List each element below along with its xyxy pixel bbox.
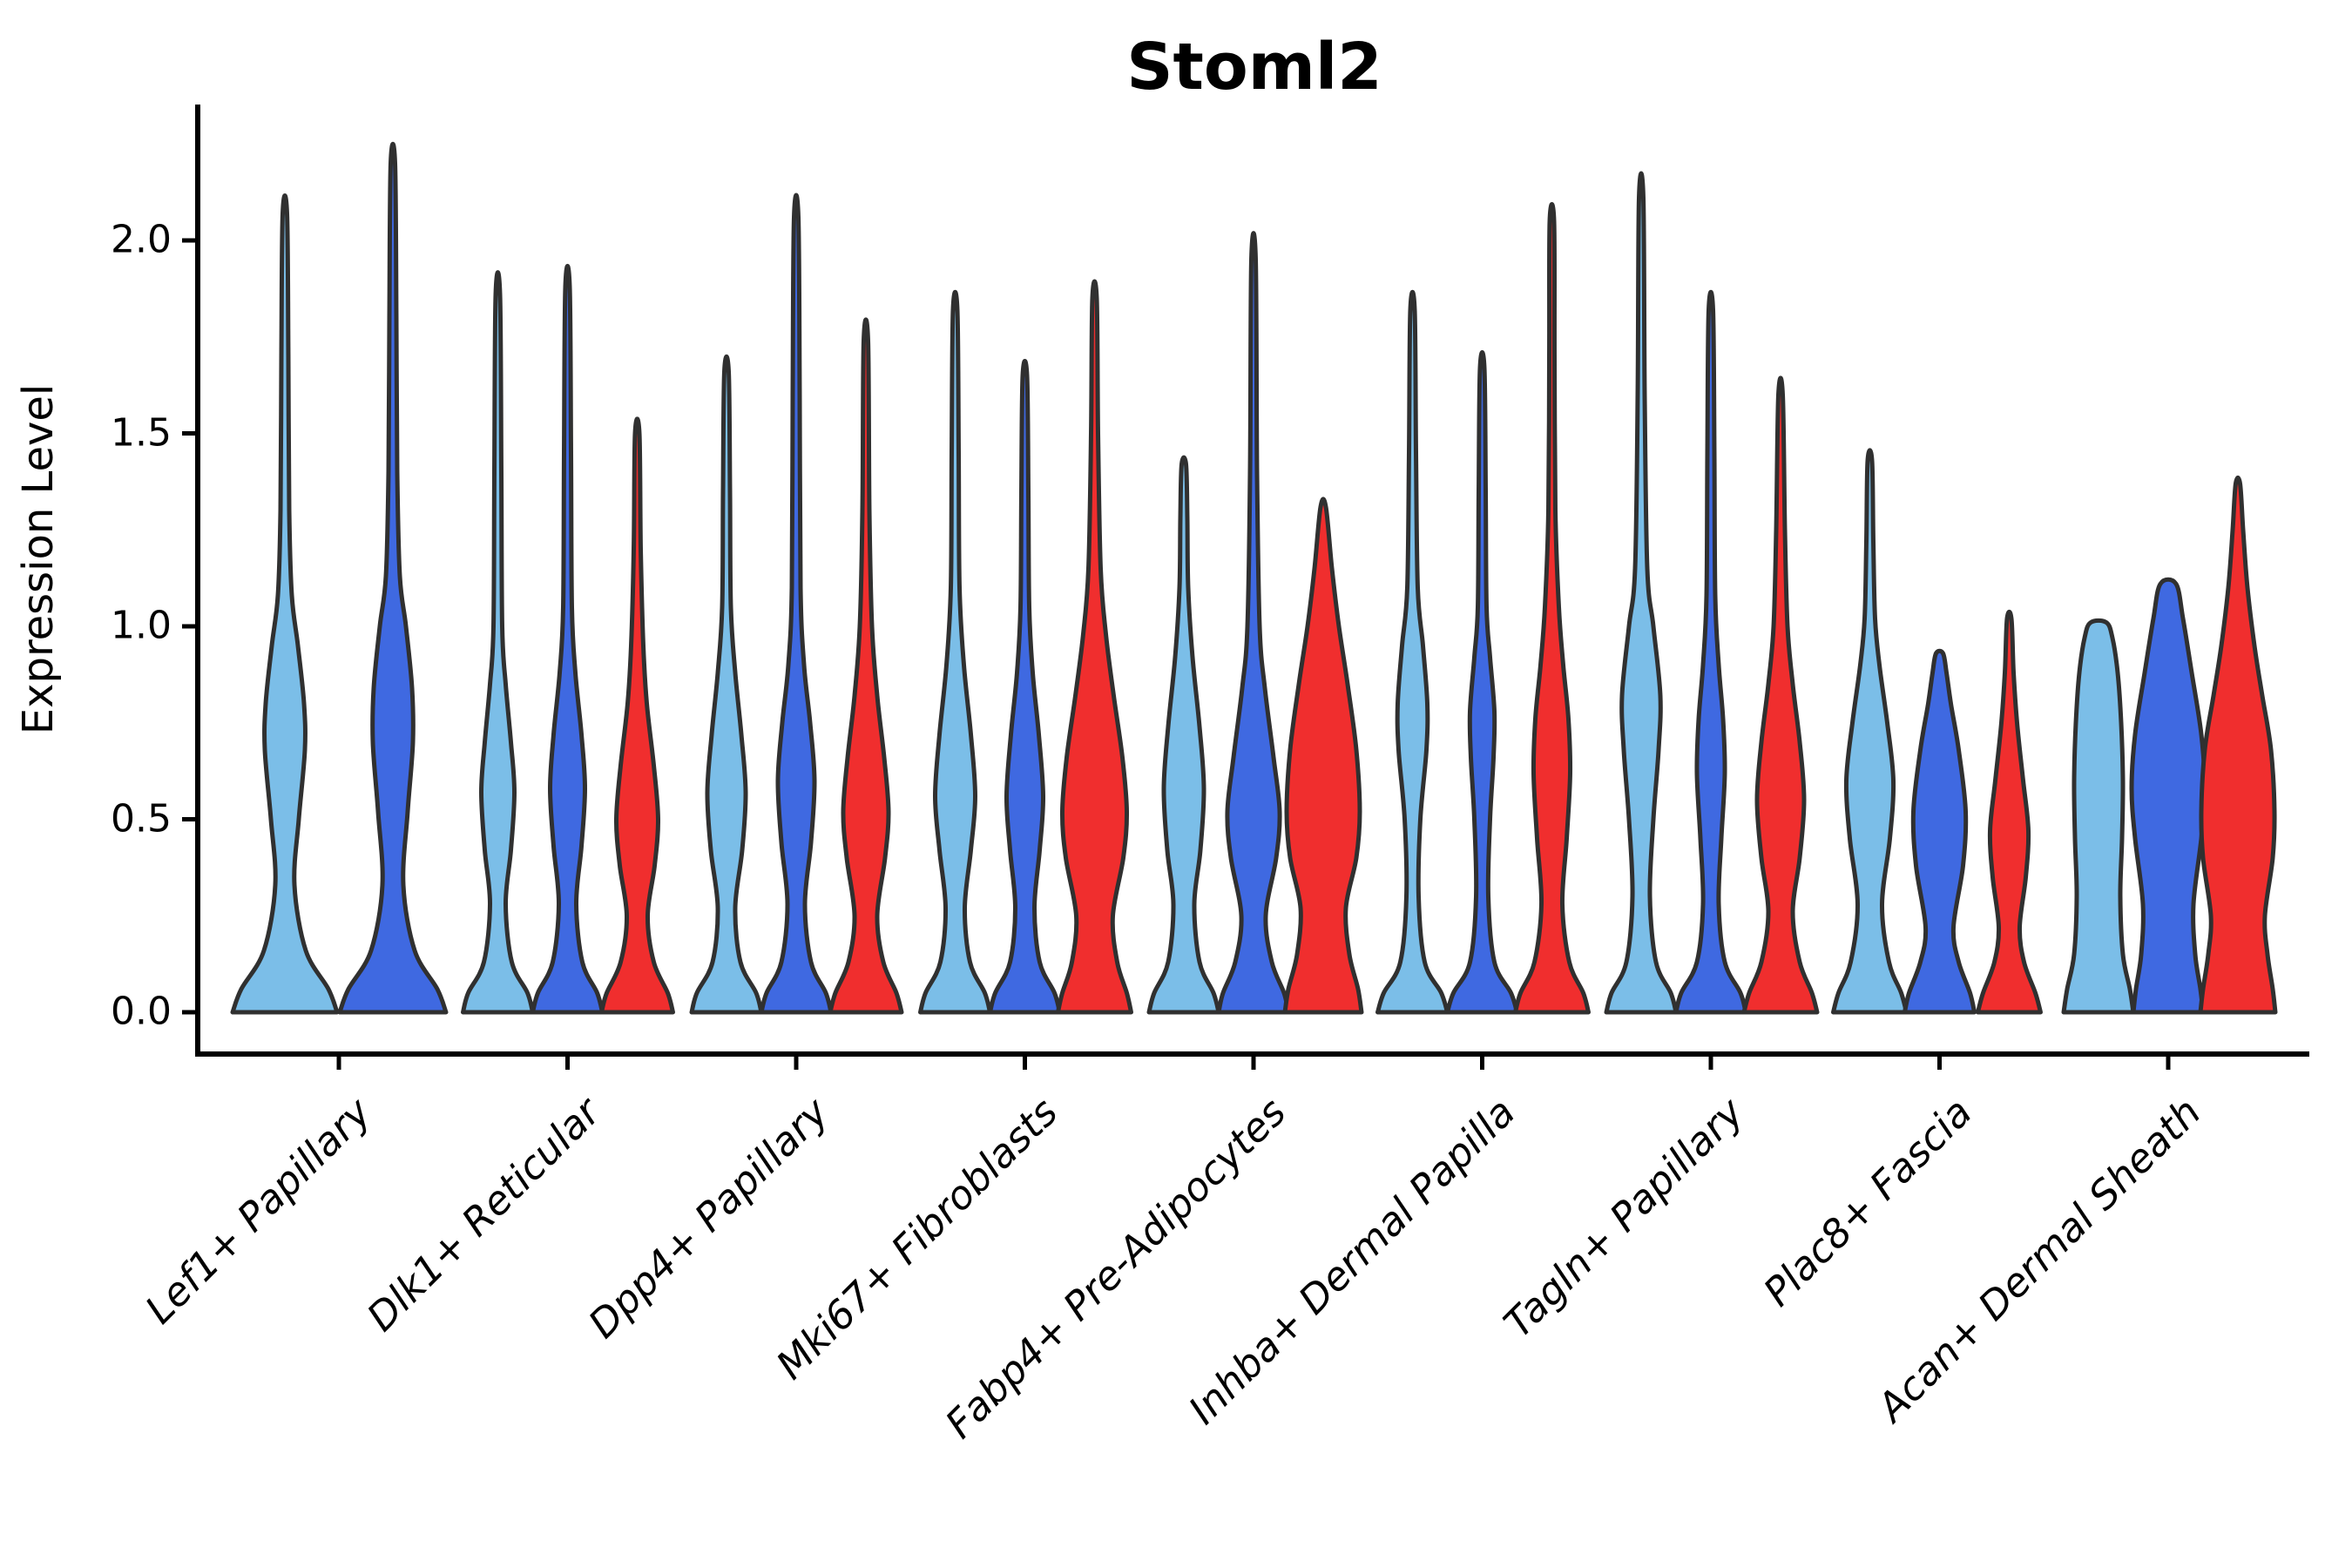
y-tick-label: 0.0 (111, 989, 172, 1034)
violin-3-red (828, 317, 904, 1015)
violin-9-dark_blue (2129, 577, 2207, 1015)
violin-6-red (1513, 201, 1591, 1015)
violin-9-red (2198, 475, 2278, 1015)
plot-title: Stoml2 (1126, 30, 1382, 105)
violin-5-light_blue (1146, 455, 1221, 1015)
violin-7-red (1741, 375, 1820, 1015)
violin-9-light_blue (2061, 618, 2136, 1015)
y-tick-label: 1.0 (111, 603, 172, 648)
violin-8-light_blue (1831, 448, 1909, 1015)
y-axis-label: Expression Level (14, 383, 63, 735)
y-tick-label: 0.5 (111, 795, 172, 841)
violin-2-light_blue (461, 270, 535, 1015)
violin-5-red (1282, 497, 1364, 1015)
violin-1-dark_blue (337, 141, 449, 1015)
violin-4-red (1056, 279, 1133, 1015)
y-tick-label: 2.0 (111, 217, 172, 262)
violin-6-light_blue (1375, 289, 1450, 1015)
violin-6-dark_blue (1445, 350, 1519, 1015)
violin-1-light_blue (230, 193, 340, 1015)
y-tick-label: 1.5 (111, 409, 172, 455)
violin-8-dark_blue (1903, 648, 1977, 1015)
violin-4-dark_blue (988, 358, 1062, 1015)
violin-2-dark_blue (531, 264, 605, 1015)
violin-3-dark_blue (759, 193, 834, 1015)
violin-8-red (1976, 609, 2043, 1015)
violin-2-red (599, 416, 675, 1015)
violin-7-light_blue (1604, 171, 1679, 1015)
violin-4-light_blue (918, 289, 992, 1015)
violin-7-dark_blue (1673, 289, 1748, 1015)
violin-5-dark_blue (1216, 231, 1291, 1015)
violin-3-light_blue (689, 354, 764, 1015)
